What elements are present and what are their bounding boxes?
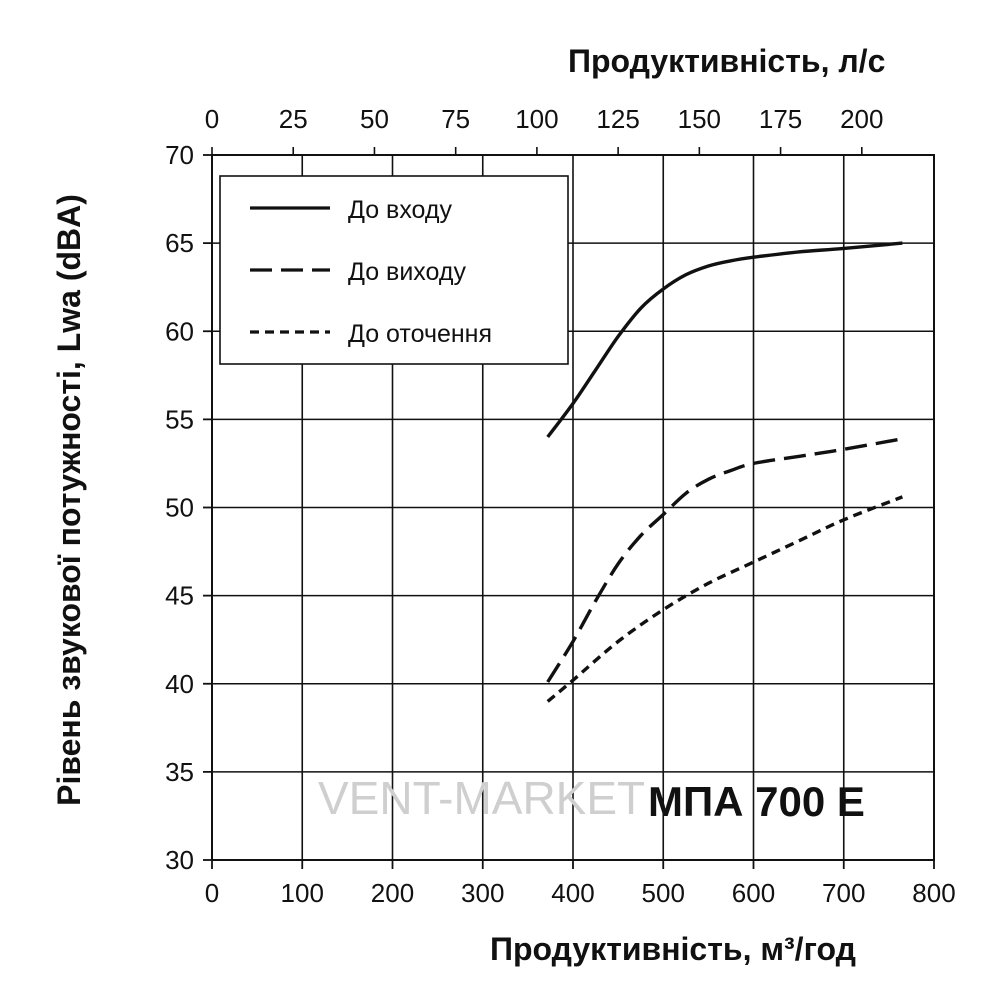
y-tick-label: 45 — [165, 581, 194, 611]
x2-tick-label: 150 — [678, 104, 721, 134]
y-tick-label: 30 — [165, 845, 194, 875]
x2-tick-label: 200 — [840, 104, 883, 134]
x2-tick-label: 50 — [360, 104, 389, 134]
x2-tick-label: 0 — [205, 104, 219, 134]
x2-tick-label: 175 — [759, 104, 802, 134]
model-label: МПА 700 Е — [648, 778, 865, 825]
bottom-axis-title: Продуктивність, м³/год — [490, 931, 856, 967]
y-tick-label: 60 — [165, 316, 194, 346]
x-tick-label: 500 — [642, 878, 685, 908]
x-tick-label: 400 — [551, 878, 594, 908]
series-line-outlet — [546, 437, 903, 683]
x-tick-label: 600 — [732, 878, 775, 908]
legend-label-ambient: До оточення — [348, 320, 492, 348]
x-tick-label: 0 — [205, 878, 219, 908]
x2-tick-label: 25 — [279, 104, 308, 134]
top-axis-title: Продуктивність, л/с — [568, 43, 885, 79]
legend-label-outlet: До виходу — [348, 258, 466, 286]
x2-tick-label: 75 — [441, 104, 470, 134]
y-tick-label: 65 — [165, 228, 194, 258]
y-tick-label: 35 — [165, 757, 194, 787]
x-tick-label: 800 — [912, 878, 955, 908]
legend-label-inlet: До входу — [348, 196, 453, 224]
x2-tick-label: 100 — [515, 104, 558, 134]
y-axis-title: Рівень звукової потужності, Lwa (dBA) — [51, 194, 87, 806]
tick-labels: 0 100 200 300 400 500 600 700 800303540455055606… — [165, 104, 956, 908]
y-tick-label: 70 — [165, 140, 194, 170]
series-lines — [546, 241, 904, 703]
watermark: VENT-MARKET — [318, 772, 645, 824]
y-tick-label: 55 — [165, 404, 194, 434]
grid — [212, 155, 934, 860]
y-tick-label: 40 — [165, 669, 194, 699]
legend: До входу До виходу До оточення — [219, 175, 569, 365]
series-line-inlet — [546, 241, 903, 439]
y-tick-label: 50 — [165, 493, 194, 523]
x-tick-label: 200 — [371, 878, 414, 908]
x-tick-label: 300 — [461, 878, 504, 908]
series-line-ambient — [546, 495, 904, 703]
x-tick-label: 700 — [822, 878, 865, 908]
x-tick-label: 100 — [281, 878, 324, 908]
x2-tick-label: 125 — [596, 104, 639, 134]
